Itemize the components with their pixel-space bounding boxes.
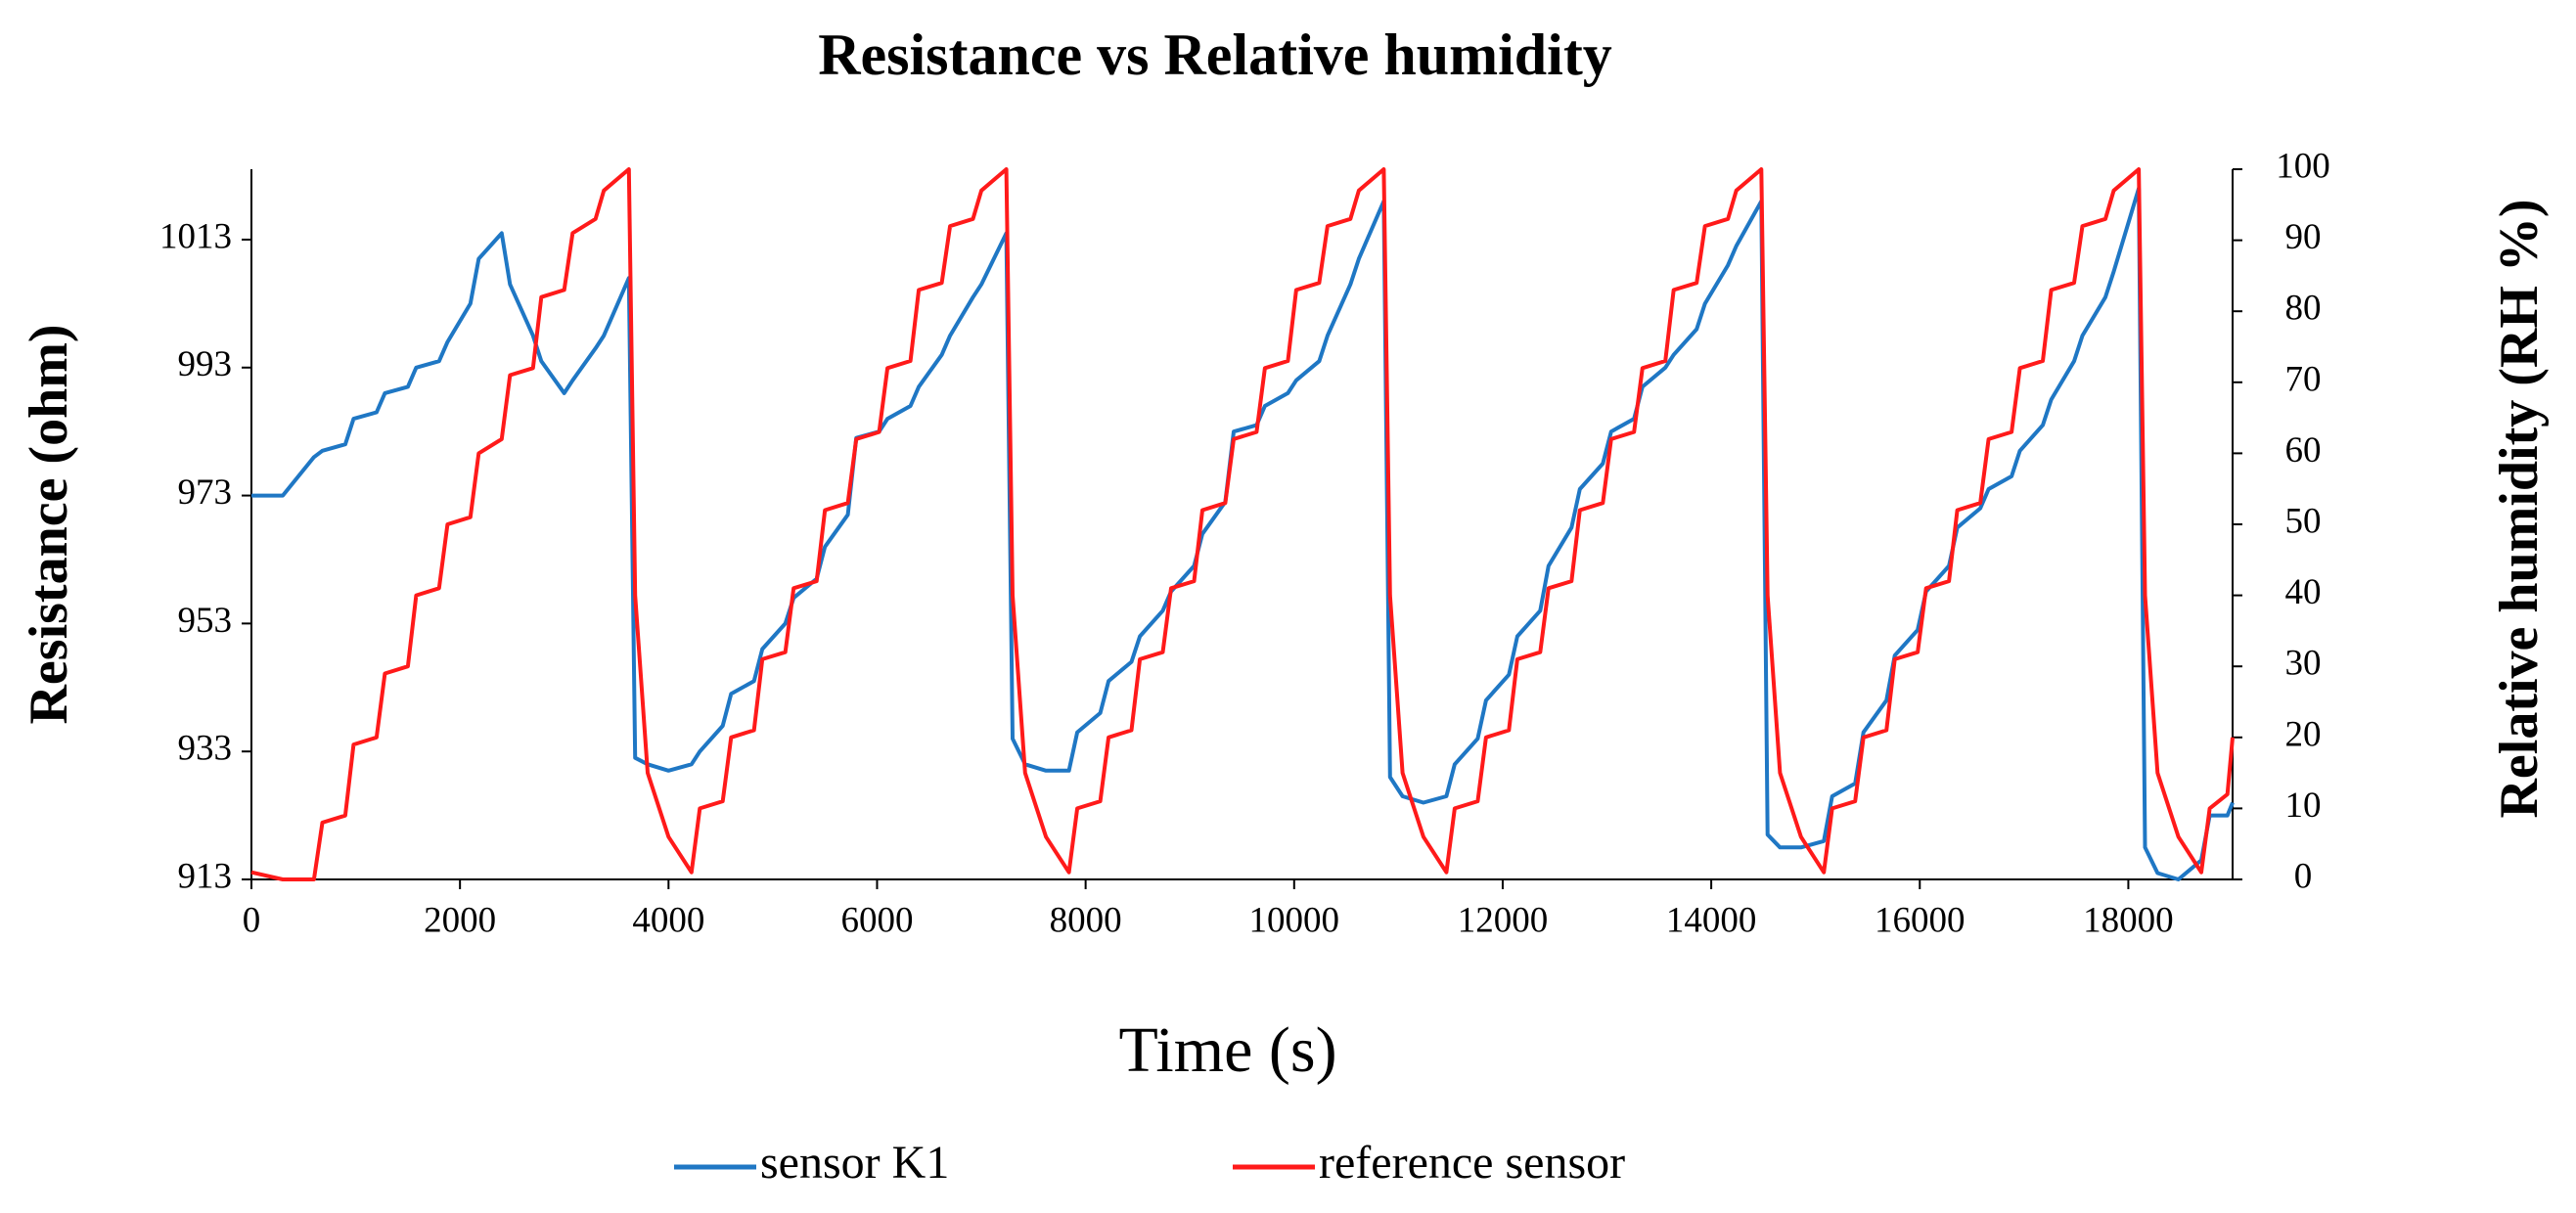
y2-tick-label: 30 [2285, 644, 2322, 684]
x-tick-label: 14000 [1666, 900, 1757, 940]
x-tick-label: 10000 [1249, 900, 1340, 940]
data-line [250, 167, 2235, 881]
x-tick-label: 12000 [1458, 900, 1549, 940]
y2-tick-label: 100 [2276, 146, 2330, 186]
x-tick-label: 18000 [2083, 900, 2174, 940]
x-tick-label: 6000 [840, 900, 913, 940]
y2-tick-label: 20 [2285, 714, 2322, 754]
y2-tick-label: 80 [2285, 289, 2322, 329]
chart-title: Resistance vs Relative humidity [818, 22, 1612, 87]
y-tick-label: 913 [178, 856, 233, 896]
y-tick-label: 933 [178, 729, 233, 769]
y2-tick-label: 70 [2285, 359, 2322, 399]
y-tick-label: 993 [178, 344, 233, 384]
x-axis-label: Time (s) [1118, 1014, 1336, 1086]
x-tick-label: 0 [243, 900, 261, 940]
x-tick-label: 16000 [1875, 900, 1966, 940]
x-tick-label: 2000 [424, 900, 496, 940]
y2-tick-label: 0 [2294, 856, 2313, 896]
y-tick-label: 1013 [159, 216, 232, 256]
y2-tick-label: 60 [2285, 430, 2322, 471]
y-tick-label: 953 [178, 601, 233, 641]
y2-tick-label: 50 [2285, 501, 2322, 541]
y2-tick-label: 90 [2285, 217, 2322, 257]
y-axis-label: Resistance (ohm) [19, 324, 79, 724]
y-tick-label: 973 [178, 472, 233, 513]
data-line [251, 186, 2235, 881]
legend-label: reference sensor [1319, 1137, 1625, 1189]
y2-tick-label: 40 [2285, 572, 2322, 612]
legend-label: sensor K1 [760, 1137, 949, 1189]
y2-tick-label: 10 [2285, 786, 2322, 826]
y2-axis-label: Relative humidity (RH %) [2489, 199, 2550, 818]
x-tick-label: 4000 [632, 900, 704, 940]
x-tick-label: 8000 [1050, 900, 1122, 940]
